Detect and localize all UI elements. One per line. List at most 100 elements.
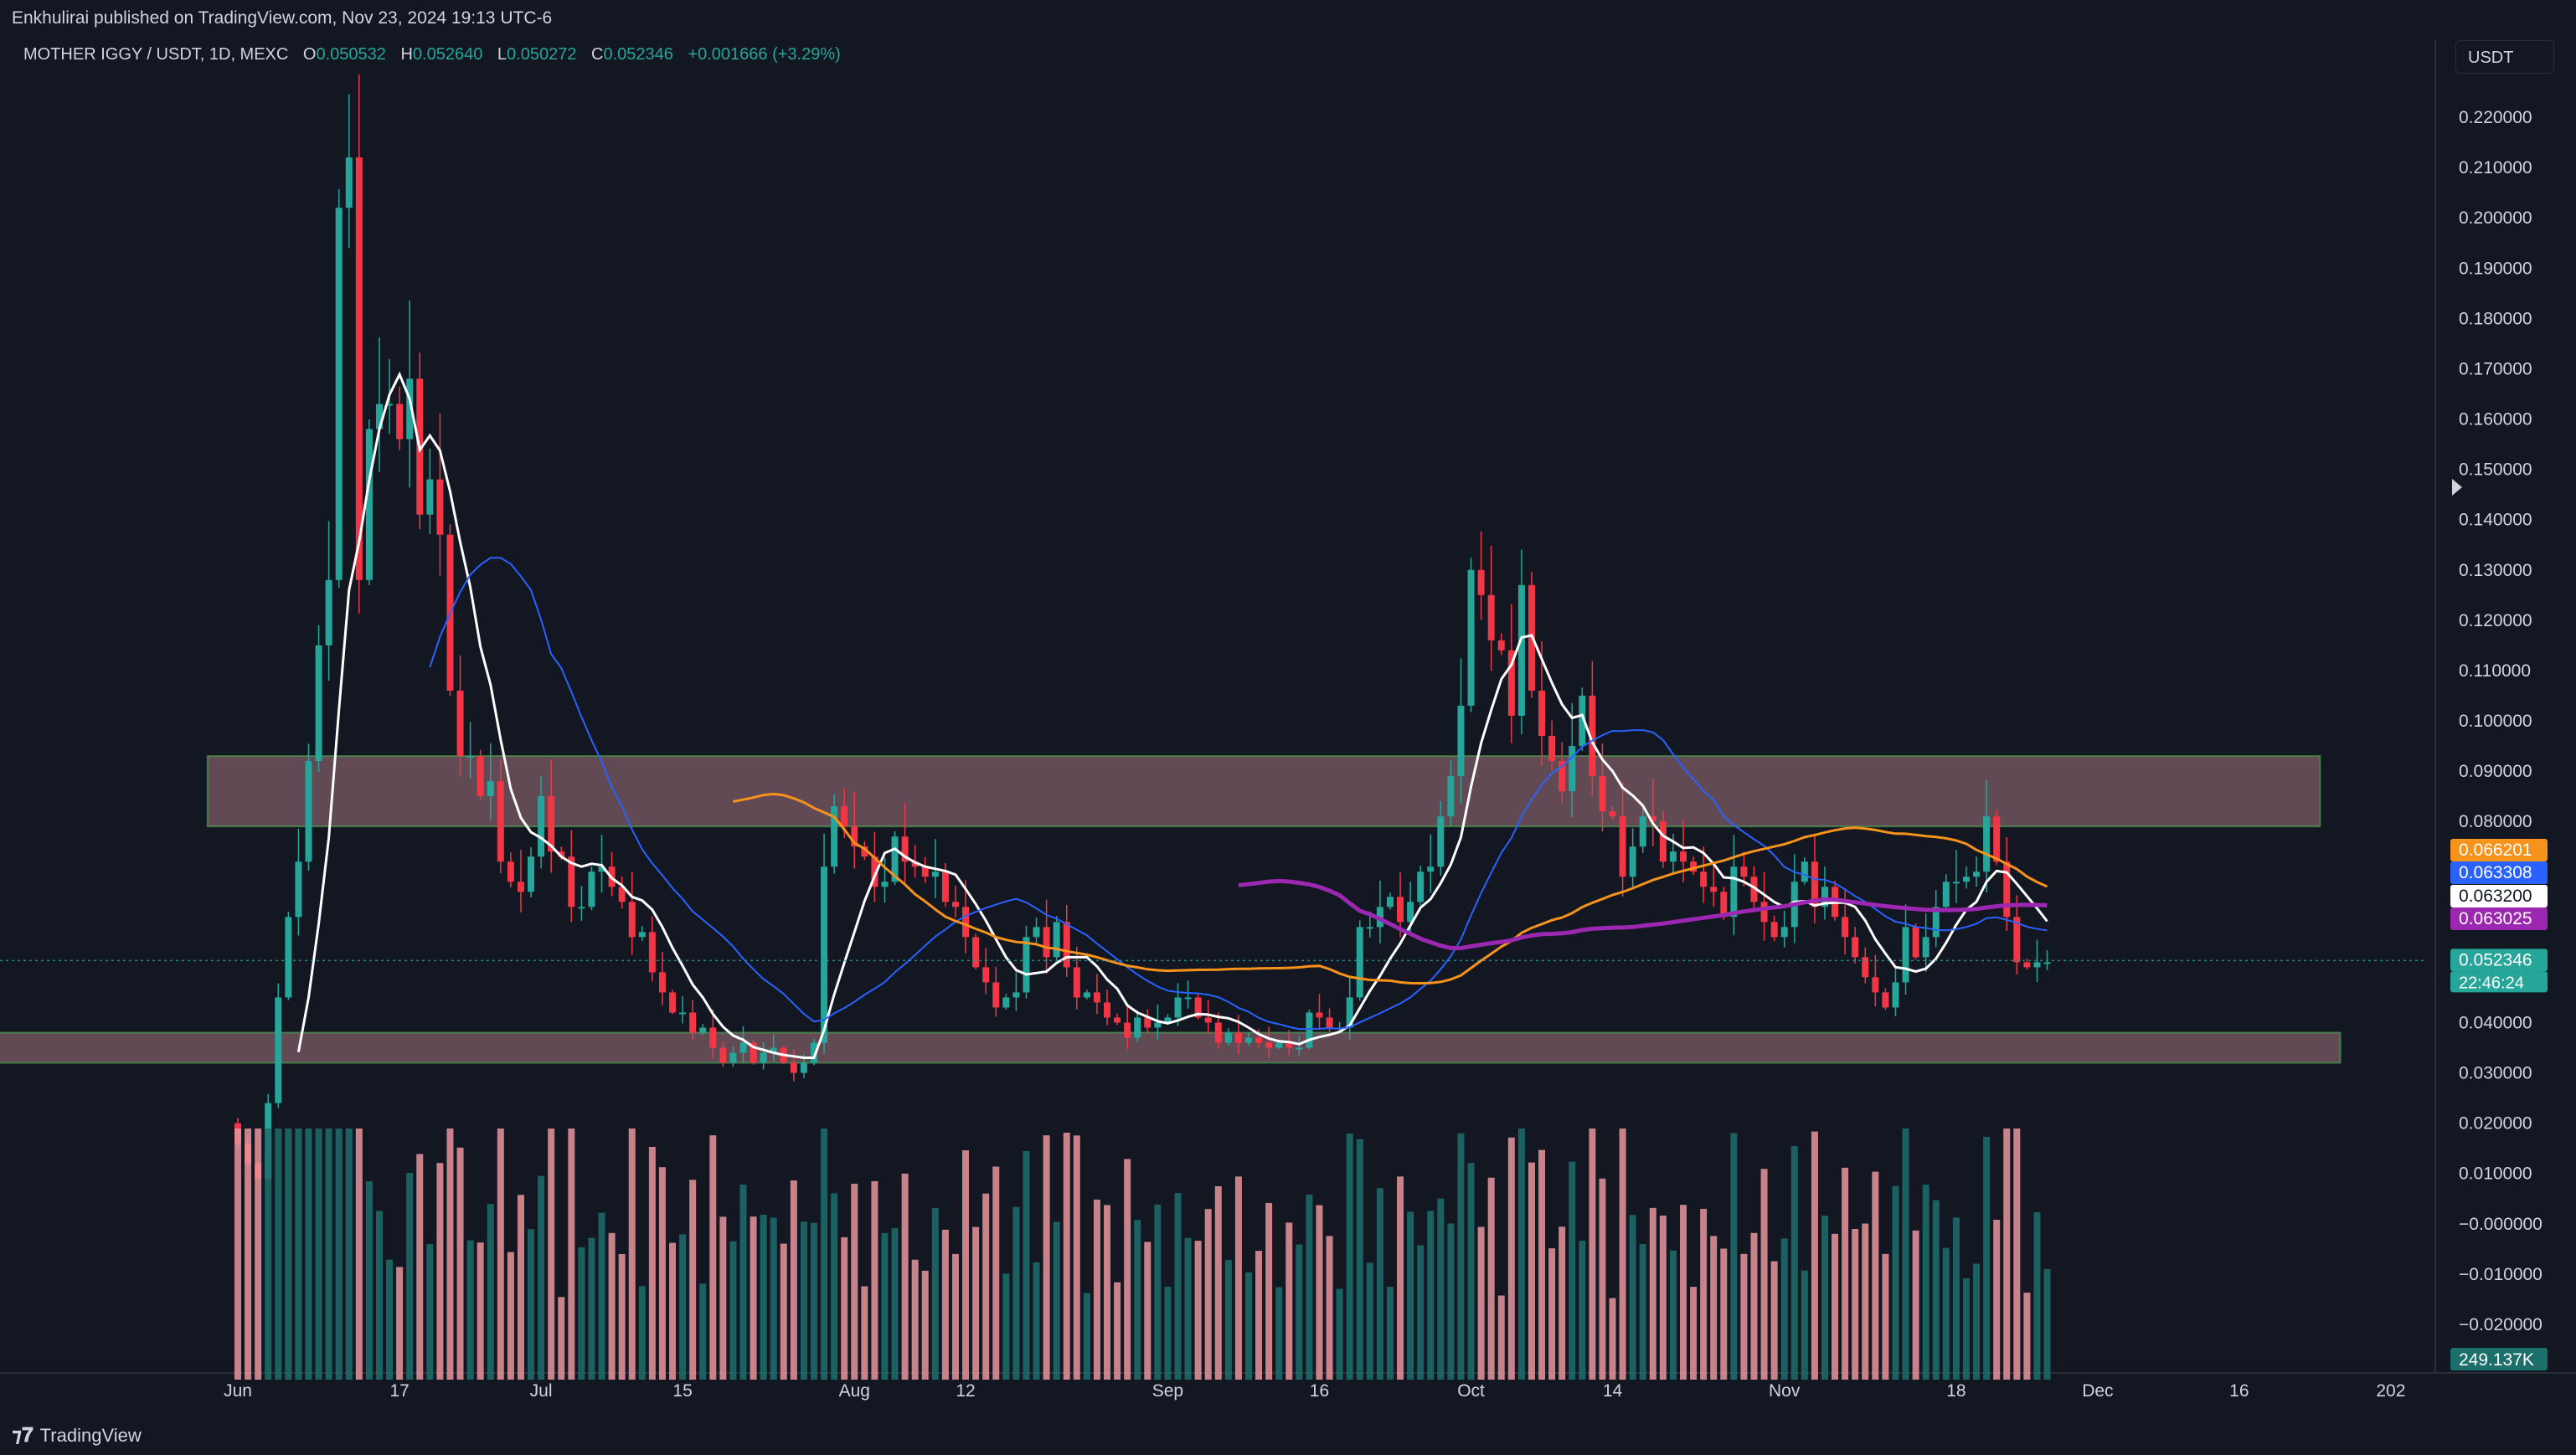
volume-bar — [1932, 1200, 1940, 1380]
candle-body — [1224, 1032, 1232, 1043]
candle-body — [901, 836, 909, 862]
symbol-legend: MOTHER IGGY / USDT, 1D, MEXC O0.050532 H… — [23, 45, 841, 64]
candle-body — [2013, 917, 2021, 963]
volume-bar — [305, 1129, 312, 1380]
candle-body — [861, 846, 868, 857]
price-tick-label: 0.130000 — [2459, 561, 2532, 580]
countdown-label: 22:46:24 — [2459, 974, 2524, 992]
volume-bar — [386, 1259, 394, 1380]
volume-bar — [1437, 1198, 1445, 1380]
price-tick-label: 0.100000 — [2459, 712, 2532, 731]
volume-bar — [1669, 1250, 1677, 1380]
candle-body — [1083, 992, 1090, 998]
brand-name: TradingView — [39, 1424, 142, 1446]
volume-bar — [1700, 1208, 1708, 1380]
volume-bar — [1517, 1129, 1525, 1380]
volume-bar — [558, 1297, 565, 1380]
high-label: H — [400, 45, 413, 64]
volume-bar — [911, 1259, 919, 1380]
volume-bar — [699, 1283, 707, 1380]
volume-bar — [729, 1241, 737, 1380]
candle-body — [992, 982, 1000, 1008]
volume-bar — [1316, 1205, 1323, 1380]
currency-button[interactable]: USDT — [2455, 40, 2554, 74]
volume-bar — [962, 1150, 970, 1380]
volume-bar — [1224, 1259, 1232, 1380]
volume-bar — [1366, 1262, 1373, 1380]
volume-bar — [901, 1173, 909, 1380]
volume-bar — [1983, 1136, 1991, 1380]
price-tick-label: 0.160000 — [2459, 410, 2532, 429]
tradingview-logo: ⁊𝟕 TradingView — [12, 1423, 142, 1447]
candle-body — [719, 1047, 727, 1063]
candle-body — [335, 208, 343, 580]
candle-body — [1507, 650, 1515, 717]
candle-body — [679, 1012, 687, 1015]
volume-bar — [1993, 1220, 2001, 1380]
volume-bar — [1629, 1215, 1636, 1380]
candle-body — [2023, 962, 2031, 968]
candle-body — [1659, 821, 1667, 862]
volume-bar — [1589, 1129, 1596, 1380]
volume-bar — [2023, 1293, 2031, 1380]
volume-bar — [1922, 1185, 1929, 1380]
candle-body — [1872, 977, 1879, 993]
candle-body — [871, 856, 878, 887]
candle-body — [1275, 1042, 1283, 1048]
volume-bar — [1285, 1222, 1293, 1380]
volume-bar — [831, 1193, 838, 1380]
candle-body — [517, 882, 524, 892]
volume-bar — [628, 1129, 636, 1380]
volume-bar — [2033, 1212, 2041, 1380]
volume-bar — [598, 1212, 605, 1380]
candle-body — [729, 1052, 737, 1063]
candle-body — [396, 404, 404, 440]
candle-body — [1669, 851, 1677, 862]
resistance-zone — [206, 755, 2321, 828]
volume-bar — [1073, 1135, 1080, 1380]
price-tick-label: −0.010000 — [2459, 1265, 2543, 1284]
volume-bar — [871, 1180, 878, 1380]
symbol-name[interactable]: MOTHER IGGY / USDT, 1D, MEXC — [23, 45, 289, 64]
volume-label-bg — [2450, 1348, 2548, 1370]
volume-bar — [345, 1129, 353, 1380]
candle-body — [972, 937, 980, 968]
candle-body — [648, 932, 656, 973]
candle-body — [1184, 997, 1192, 1000]
volume-bar — [1255, 1251, 1263, 1380]
candle-body — [1770, 922, 1778, 938]
time-tick-label: Oct — [1457, 1381, 1485, 1401]
candle-body — [1114, 1017, 1121, 1023]
close-label: C — [591, 45, 604, 64]
candle-body — [982, 967, 990, 983]
volume-bar — [1548, 1248, 1556, 1380]
volume-bar — [1093, 1199, 1100, 1380]
volume-bar — [739, 1184, 747, 1380]
candle-body — [709, 1027, 717, 1048]
candle-body — [1356, 927, 1363, 998]
volume-bar — [1680, 1205, 1687, 1380]
volume-bar — [578, 1247, 585, 1380]
volume-bar — [1832, 1233, 1839, 1380]
candle-body — [658, 972, 666, 993]
volume-bar — [1114, 1282, 1121, 1380]
candle-body — [1962, 877, 1970, 882]
price-tick-label: 0.150000 — [2459, 460, 2532, 480]
open-label: O — [302, 45, 317, 64]
time-tick-label: Nov — [1769, 1381, 1801, 1401]
time-tick-label: 18 — [1946, 1381, 1965, 1401]
candle-body — [1214, 1022, 1222, 1043]
candle-body — [1912, 927, 1919, 958]
volume-bar — [770, 1217, 777, 1380]
volume-bar — [638, 1286, 646, 1380]
volume-bar — [1234, 1176, 1242, 1380]
volume-bar — [881, 1232, 889, 1380]
volume-bar — [234, 1129, 241, 1380]
candle-body — [1012, 992, 1020, 998]
open-value: 0.050532 — [316, 45, 386, 64]
candle-body — [2043, 962, 2051, 964]
volume-bar — [1487, 1177, 1495, 1380]
candle-body — [1164, 1017, 1172, 1023]
candle-body — [528, 856, 535, 892]
